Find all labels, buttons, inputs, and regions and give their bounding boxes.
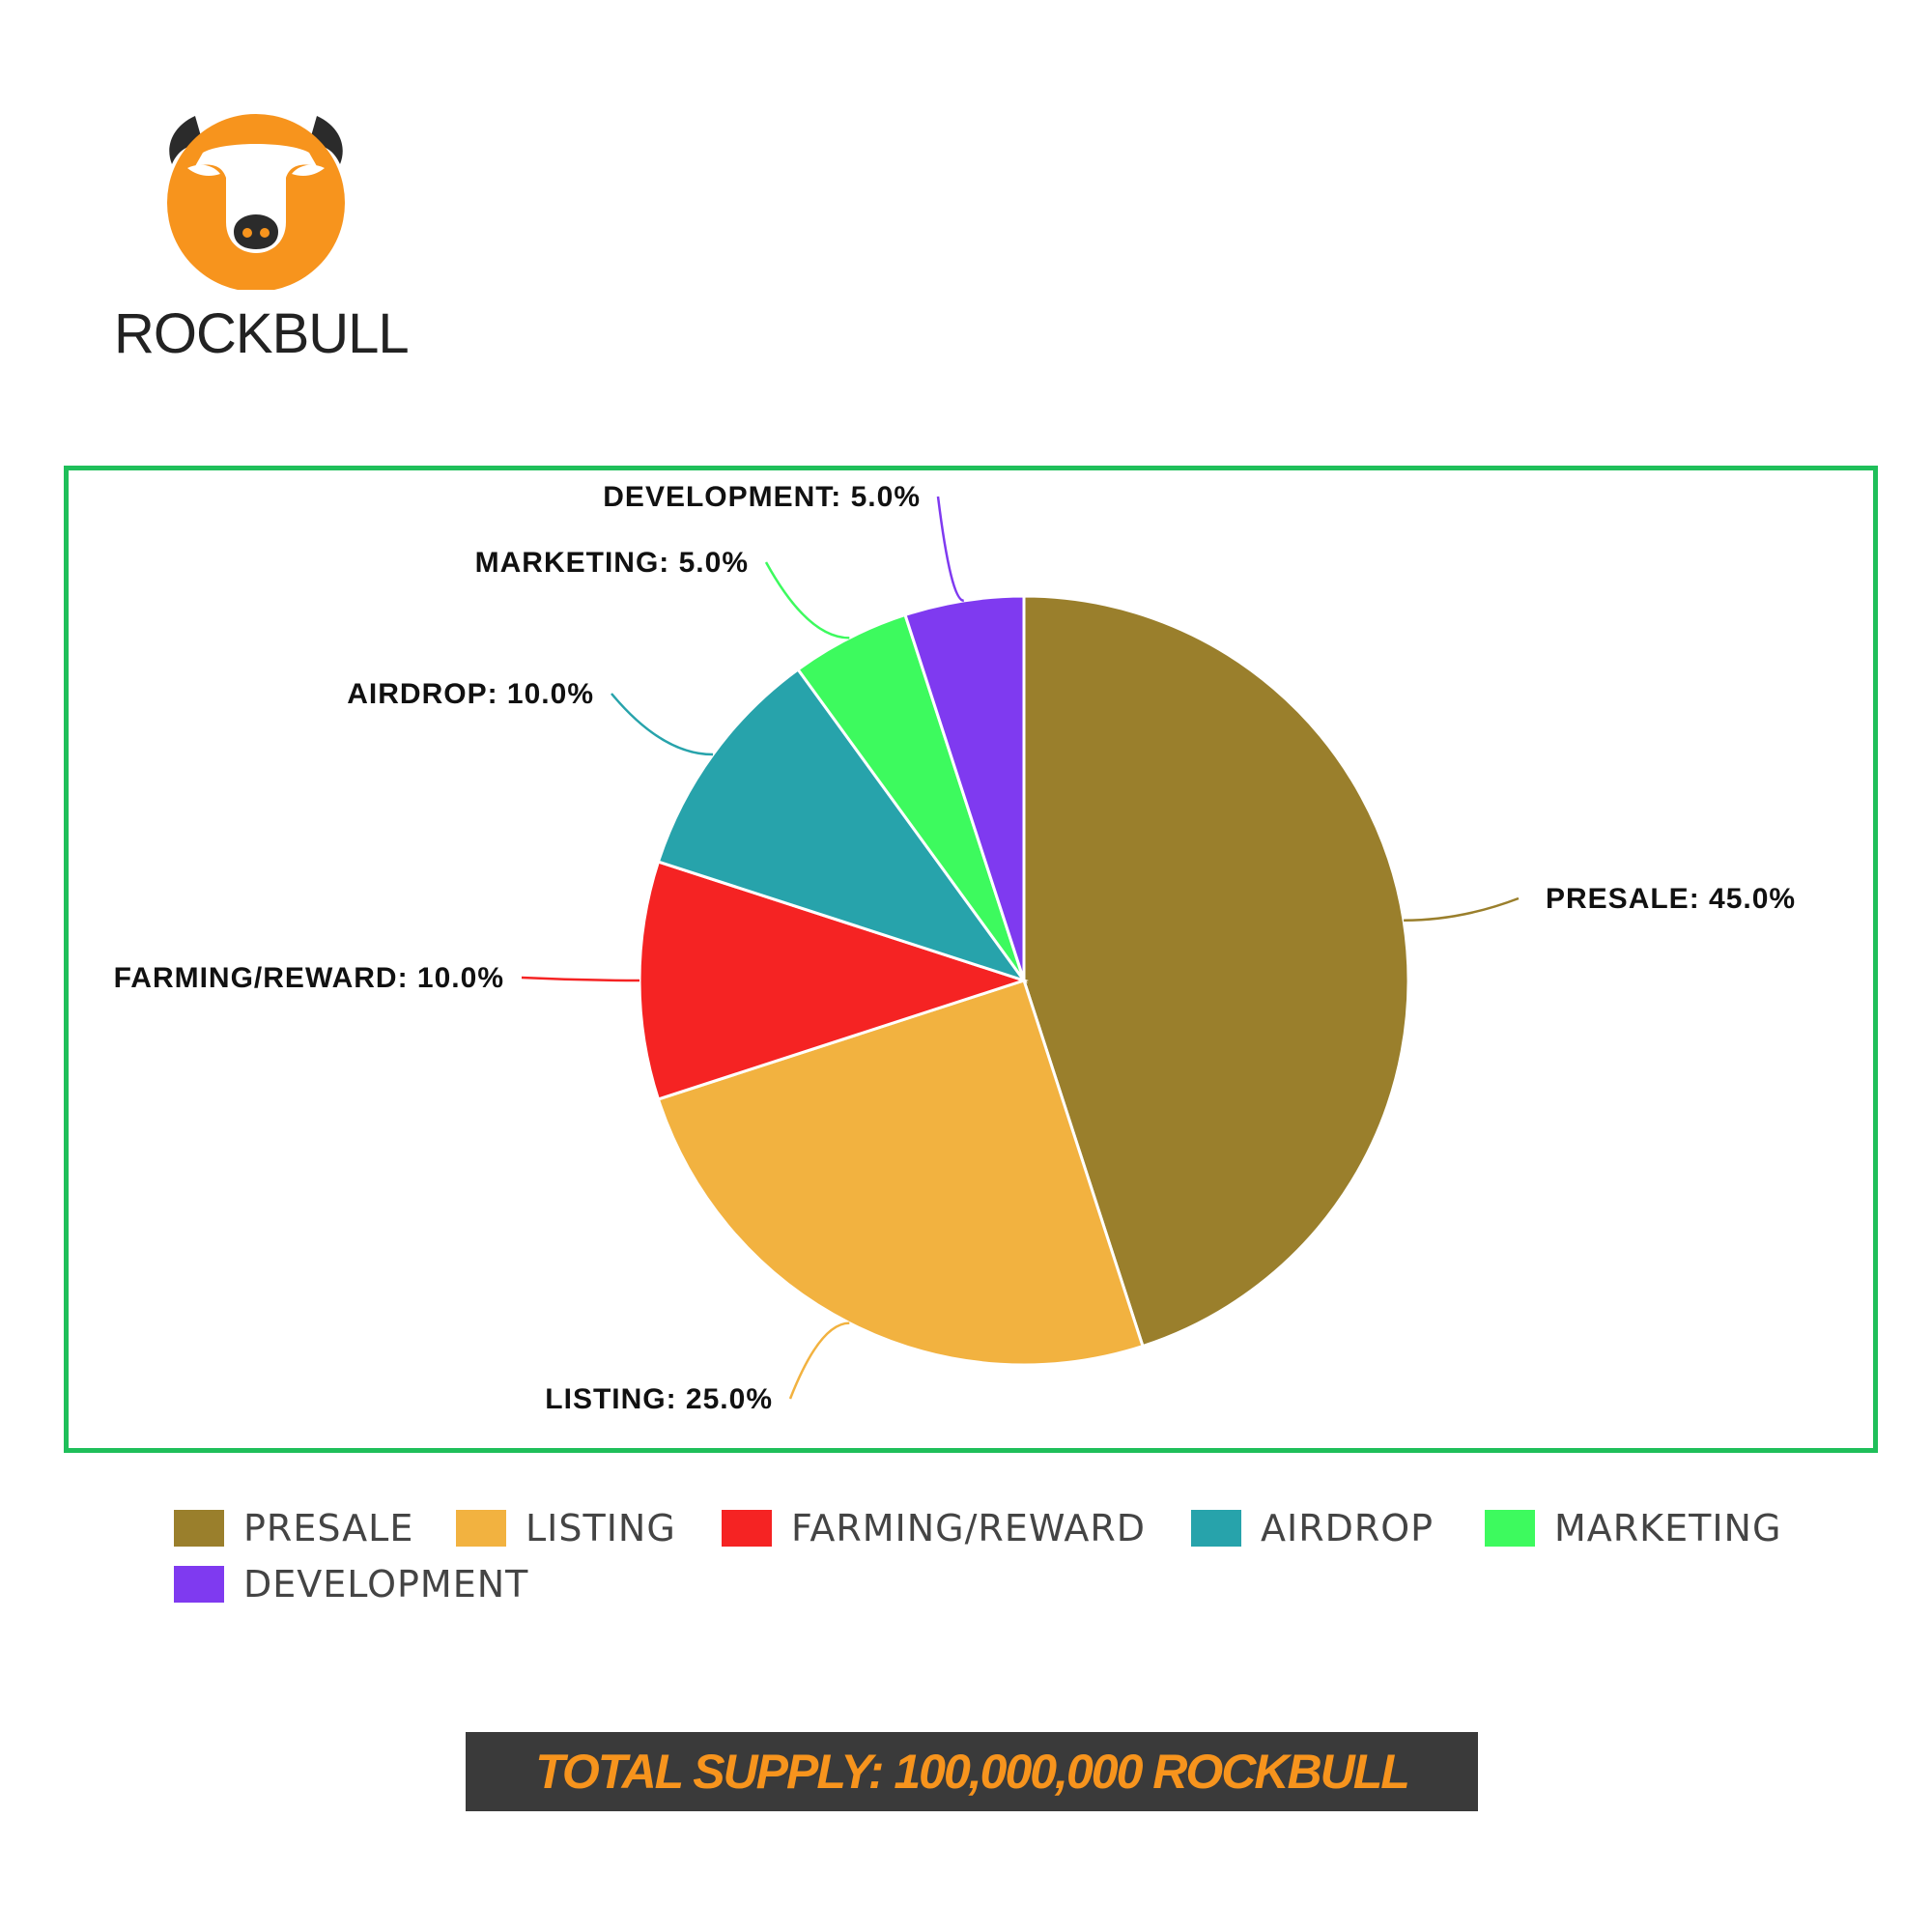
legend-item-listing[interactable]: LISTING: [456, 1507, 676, 1549]
legend-label-listing: LISTING: [526, 1507, 676, 1549]
leader-line-farming-reward: [521, 976, 640, 982]
chart-frame: [64, 466, 1878, 1453]
legend-label-airdrop: AIRDROP: [1261, 1507, 1435, 1549]
leader-line-presale: [1404, 896, 1520, 922]
brand-name: ROCKBULL: [114, 302, 410, 365]
total-supply-banner: TOTAL SUPPLY: 100,000,000 ROCKBULL: [466, 1732, 1478, 1811]
legend-label-presale: PRESALE: [243, 1507, 414, 1549]
legend-item-marketing[interactable]: MARKETING: [1485, 1507, 1781, 1549]
legend-swatch-listing: [456, 1510, 506, 1547]
legend-swatch-airdrop: [1191, 1510, 1241, 1547]
legend-item-airdrop[interactable]: AIRDROP: [1191, 1507, 1434, 1549]
leader-line-development: [936, 496, 965, 603]
legend-item-development[interactable]: DEVELOPMENT: [174, 1563, 528, 1605]
total-supply-text: TOTAL SUPPLY: 100,000,000 ROCKBULL: [535, 1745, 1410, 1799]
legend-label-farming-reward: FARMING/REWARD: [791, 1507, 1147, 1549]
pie-slice-listing[interactable]: [656, 979, 1145, 1367]
legend-swatch-farming-reward: [722, 1510, 772, 1547]
legend-swatch-development: [174, 1566, 224, 1603]
leader-line-listing: [788, 1321, 850, 1400]
legend-label-marketing: MARKETING: [1554, 1507, 1782, 1549]
bull-head-icon: [167, 114, 345, 290]
legend-swatch-presale: [174, 1510, 224, 1547]
legend-item-farming-reward[interactable]: FARMING/REWARD: [722, 1507, 1146, 1549]
legend-item-presale[interactable]: PRESALE: [174, 1507, 413, 1549]
leader-line-airdrop: [611, 693, 714, 756]
legend-swatch-marketing: [1485, 1510, 1535, 1547]
pie-slice-presale[interactable]: [1022, 594, 1410, 1349]
leader-line-marketing: [764, 561, 850, 639]
legend-label-development: DEVELOPMENT: [243, 1563, 529, 1605]
